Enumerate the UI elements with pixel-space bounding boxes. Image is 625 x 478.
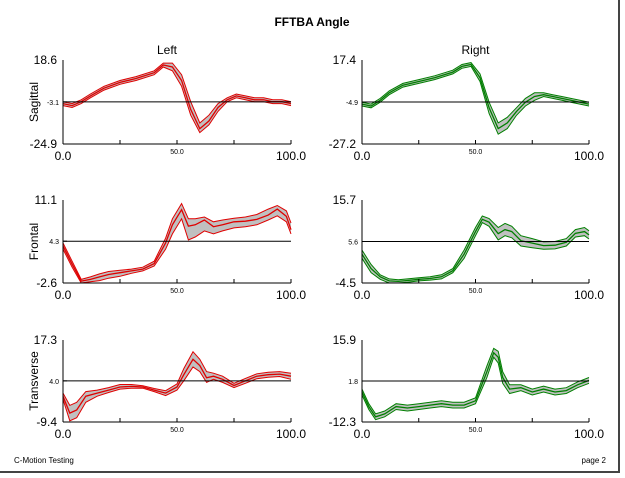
- y-baseline-label: 5.6: [348, 240, 358, 247]
- y-min-label: -12.3: [329, 415, 357, 429]
- sd-band: [63, 203, 291, 283]
- y-baseline-label: -3.1: [47, 100, 59, 107]
- row-label: Frontal: [27, 223, 41, 260]
- y-max-label: 17.4: [333, 53, 357, 67]
- x-tick-label: 100.0: [276, 427, 306, 441]
- y-baseline-label: -4.9: [346, 100, 358, 107]
- column-title: Right: [461, 43, 490, 57]
- x-tick-label: 50.0: [469, 288, 483, 295]
- x-tick-label: 50.0: [170, 427, 184, 434]
- x-tick-label: 100.0: [276, 149, 306, 163]
- band-upper-line: [361, 347, 590, 415]
- row-label: Transverse: [27, 351, 41, 411]
- chart-panels: 0.0 50.0 100.018.6-3.1-24.9LeftSagittal0.0…: [27, 43, 604, 441]
- panel-frontal-left: 0.0 50.0 100.0 11.1 4.3 -2.6 Frontal: [27, 193, 306, 302]
- x-tick-label: 100.0: [276, 288, 306, 302]
- column-title: Left: [157, 43, 178, 57]
- band-upper-line: [62, 350, 292, 407]
- y-max-label: 15.9: [333, 333, 357, 347]
- panel-frontal-right: 0.0 50.0 100.0 15.7 5.6 -4.5: [333, 193, 605, 302]
- band-lower-line: [62, 215, 292, 284]
- page-title: FFTBA Angle: [274, 15, 349, 29]
- sd-band: [362, 348, 589, 420]
- mean-line: [361, 218, 590, 283]
- y-min-label: -24.9: [30, 137, 58, 151]
- band-lower-line: [361, 356, 590, 421]
- footer-left: C-Motion Testing: [14, 456, 74, 465]
- mean-line: [361, 63, 590, 130]
- y-min-label: -9.4: [36, 415, 57, 429]
- panel-sagittal-right: 0.0 50.0 100.0 17.4 -4.9 -27.2 Right: [329, 43, 605, 163]
- x-tick-label: 0.0: [354, 427, 371, 441]
- y-max-label: 15.7: [333, 193, 357, 207]
- mean-line: [62, 208, 292, 282]
- footer-right: page 2: [582, 456, 607, 465]
- band-upper-line: [62, 202, 292, 280]
- y-max-label: 18.6: [34, 53, 58, 67]
- x-tick-label: 0.0: [55, 149, 72, 163]
- mean-line: [62, 358, 292, 414]
- x-tick-label: 0.0: [55, 427, 72, 441]
- x-tick-label: 50.0: [469, 149, 483, 156]
- x-tick-label: 0.0: [55, 288, 72, 302]
- mean-line: [62, 64, 292, 130]
- y-min-label: -2.6: [36, 276, 57, 290]
- y-max-label: 17.3: [34, 333, 58, 347]
- panel-sagittal-left: 0.0 50.0 100.0 18.6 -3.1 -24.9 Left Sagittal: [27, 43, 306, 163]
- x-tick-label: 100.0: [574, 149, 604, 163]
- x-tick-label: 50.0: [170, 149, 184, 156]
- mean-line: [361, 351, 590, 418]
- row-label: Sagittal: [27, 82, 41, 122]
- sd-band: [362, 62, 589, 135]
- y-max-label: 11.1: [35, 193, 58, 207]
- band-lower-line: [62, 366, 292, 422]
- y-baseline-label: 4.3: [49, 239, 59, 246]
- y-min-label: -4.5: [335, 276, 356, 290]
- x-tick-label: 50.0: [469, 427, 483, 434]
- sd-band: [362, 216, 589, 283]
- y-baseline-label: 1.8: [348, 379, 358, 386]
- panel-transverse-left: 0.0 50.0 100.0 17.3 4.0 -9.4 Transverse: [27, 333, 306, 441]
- x-tick-label: 0.0: [354, 288, 371, 302]
- x-tick-label: 100.0: [574, 427, 604, 441]
- x-tick-label: 0.0: [354, 149, 371, 163]
- panel-transverse-right: 0.0 50.0 100.0 15.9 1.8 -12.3: [329, 333, 605, 441]
- x-tick-label: 100.0: [574, 288, 604, 302]
- y-baseline-label: 4.0: [49, 379, 59, 386]
- band-lower-line: [361, 65, 590, 135]
- y-min-label: -27.2: [329, 137, 357, 151]
- x-tick-label: 50.0: [170, 288, 184, 295]
